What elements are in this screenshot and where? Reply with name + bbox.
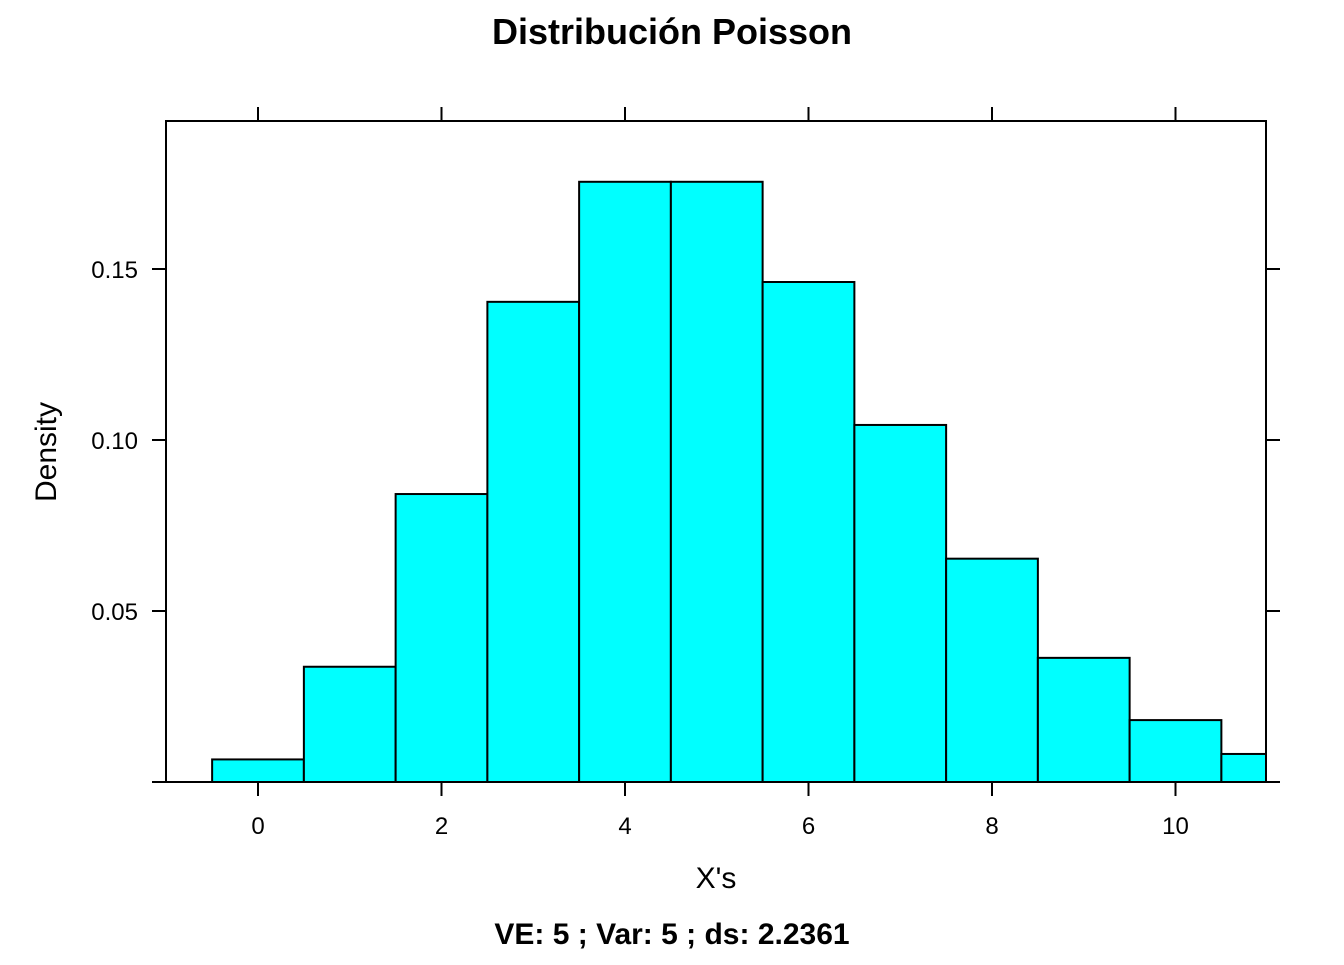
bars-layer: [211, 180, 1267, 784]
histogram-bar-8: [945, 557, 1039, 784]
histogram-bar-2: [394, 493, 489, 783]
histogram-bar-4: [578, 180, 672, 784]
histogram-bar-1: [302, 665, 397, 783]
y-tick-label-0: 0.05: [91, 599, 138, 626]
histogram-bar-3: [486, 300, 581, 783]
histogram-bar-10: [1128, 719, 1223, 784]
histogram-bar-5: [669, 180, 764, 784]
x-tick-label-6: 6: [802, 813, 815, 840]
x-tick-label-10: 10: [1162, 813, 1189, 840]
histogram-bar-6: [761, 280, 856, 783]
y-tick-label-1: 0.10: [91, 428, 138, 455]
y-tick-label-2: 0.15: [91, 257, 138, 284]
histogram-bar-7: [853, 423, 948, 783]
x-tick-label-8: 8: [985, 813, 998, 840]
histogram-bar-11: [1220, 752, 1267, 783]
histogram-bar-9: [1036, 656, 1131, 783]
chart-subtitle: VE: 5 ; Var: 5 ; ds: 2.2361: [494, 918, 849, 951]
ticks-layer: 0 2 4 6 8 10 0.05 0.10 0.15: [91, 107, 1280, 840]
chart-title: Distribución Poisson: [492, 11, 852, 52]
x-tick-label-0: 0: [251, 813, 264, 840]
x-tick-label-4: 4: [618, 813, 631, 840]
x-axis-label: X's: [696, 862, 737, 895]
histogram-bar-0: [211, 758, 305, 783]
x-tick-label-2: 2: [435, 813, 448, 840]
y-axis-label: Density: [30, 402, 63, 502]
